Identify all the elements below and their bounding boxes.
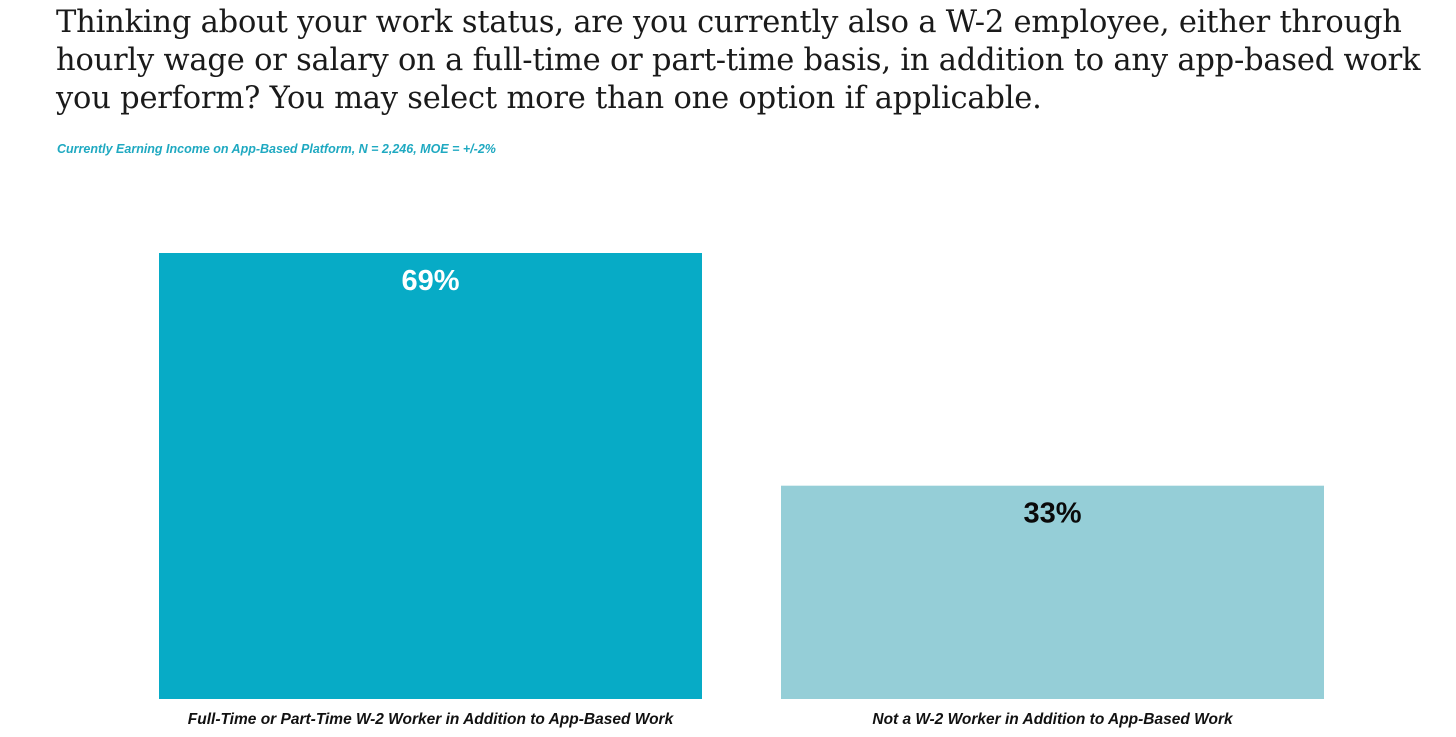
data-label-2: 33% [1023,498,1081,530]
category-labels-layer: Full-Time or Part-Time W-2 Worker in Add… [188,711,1234,728]
chart-subtitle: Currently Earning Income on App-Based Pl… [57,142,496,156]
bars-layer [159,253,1324,699]
data-labels-layer: 69% 33% [401,265,1081,530]
data-label-1: 69% [401,265,459,297]
category-label-2: Not a W-2 Worker in Addition to App-Base… [872,711,1234,728]
chart-title: Thinking about your work status, are you… [56,5,1421,116]
bar-2 [781,485,1324,699]
bar-1 [159,253,702,699]
category-label-1: Full-Time or Part-Time W-2 Worker in Add… [188,711,675,728]
